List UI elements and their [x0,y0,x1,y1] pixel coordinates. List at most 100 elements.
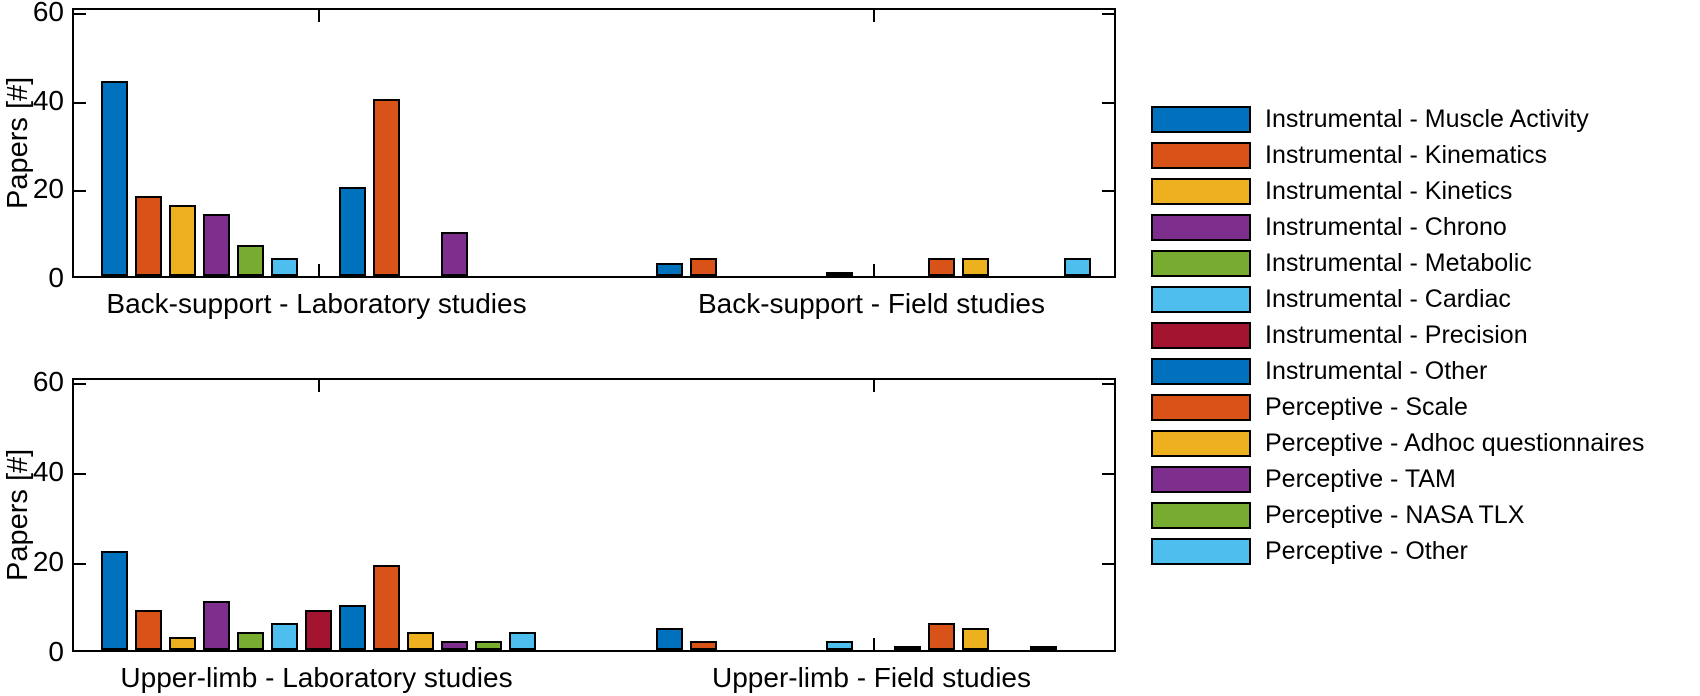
bar [509,632,536,650]
bar [203,601,230,650]
legend-label: Instrumental - Kinetics [1265,177,1513,205]
bar [373,565,400,650]
bar [690,641,717,650]
x-category-label: Back-support - Field studies [697,288,1046,319]
x-tick-mark [872,638,875,650]
bar [169,205,196,276]
legend-label: Instrumental - Metabolic [1265,249,1532,277]
y-tick-label: 60 [32,0,64,28]
y-tick-mark [74,383,86,386]
legend-label: Instrumental - Cardiac [1265,285,1511,313]
bar [962,628,989,650]
bar [339,605,366,650]
legend-swatch [1151,538,1251,565]
bar [237,245,264,276]
legend-swatch [1151,178,1251,205]
x-category-label: Upper-limb - Field studies [712,662,1031,693]
y-tick-label: 0 [48,636,64,667]
legend-label: Perceptive - Scale [1265,393,1468,421]
x-tick-mark [317,264,320,276]
bar [928,258,955,276]
legend-swatch [1151,286,1251,313]
y-tick-label: 40 [32,456,64,488]
x-tick-mark [872,380,875,392]
bar [826,641,853,650]
legend-row: Perceptive - Scale [1151,394,1644,421]
bar [339,187,366,276]
legend-row: Instrumental - Metabolic [1151,250,1644,277]
legend-label: Instrumental - Muscle Activity [1265,105,1589,133]
bar [690,258,717,276]
y-tick-label: 60 [32,366,64,398]
x-category-label: Back-support - Laboratory studies [106,288,527,319]
legend-label: Perceptive - TAM [1265,465,1456,493]
bar [441,641,468,650]
legend-row: Instrumental - Cardiac [1151,286,1644,313]
plot-area-1 [72,378,1116,652]
y-tick-label: 0 [48,262,64,293]
legend-swatch [1151,322,1251,349]
bar [656,628,683,650]
y-axis-label-bottom: Papers [#] [2,448,34,582]
legend-row: Instrumental - Muscle Activity [1151,106,1644,133]
y-tick-label: 40 [32,84,64,116]
y-tick-mark [74,190,86,193]
y-tick-label: 20 [32,546,64,578]
y-tick-mark [74,101,86,104]
legend-row: Instrumental - Kinematics [1151,142,1644,169]
bar [271,258,298,276]
y-tick-mark [74,563,86,566]
bar [656,263,683,276]
bar [101,551,128,650]
y-axis-label-top: Papers [#] [2,76,34,210]
y-tick-mark [74,473,86,476]
y-tick-label: 20 [32,173,64,205]
bar [237,632,264,650]
x-tick-mark [317,380,320,392]
legend-swatch [1151,358,1251,385]
bar [1064,258,1091,276]
y-tick-mark [1102,190,1114,193]
bar [928,623,955,650]
legend-row: Perceptive - TAM [1151,466,1644,493]
x-tick-mark [317,10,320,22]
legend: Instrumental - Muscle Activity Instrument… [1151,106,1644,574]
y-tick-mark [1102,563,1114,566]
bar [373,99,400,276]
bar [271,623,298,650]
y-tick-mark [74,13,86,16]
bar [962,258,989,276]
legend-row: Instrumental - Other [1151,358,1644,385]
legend-row: Perceptive - NASA TLX [1151,502,1644,529]
y-tick-mark [1102,13,1114,16]
y-tick-mark [1102,101,1114,104]
legend-label: Perceptive - Other [1265,537,1468,565]
bar [305,610,332,650]
bar [407,632,434,650]
x-tick-mark [872,10,875,22]
legend-swatch [1151,250,1251,277]
legend-row: Perceptive - Adhoc questionnaires [1151,430,1644,457]
legend-swatch [1151,214,1251,241]
bar [203,214,230,276]
y-tick-mark [1102,383,1114,386]
legend-label: Perceptive - Adhoc questionnaires [1265,429,1645,457]
legend-label: Instrumental - Chrono [1265,213,1507,241]
legend-swatch [1151,430,1251,457]
bar [826,272,853,276]
y-tick-mark [1102,473,1114,476]
legend-swatch [1151,106,1251,133]
legend-row: Instrumental - Chrono [1151,214,1644,241]
legend-swatch [1151,394,1251,421]
bar [441,232,468,276]
bar [135,196,162,276]
legend-swatch [1151,466,1251,493]
bar [135,610,162,650]
legend-label: Instrumental - Precision [1265,321,1528,349]
bar [894,646,921,650]
bar [475,641,502,650]
legend-label: Instrumental - Kinematics [1265,141,1548,169]
legend-row: Instrumental - Kinetics [1151,178,1644,205]
bar [169,637,196,650]
